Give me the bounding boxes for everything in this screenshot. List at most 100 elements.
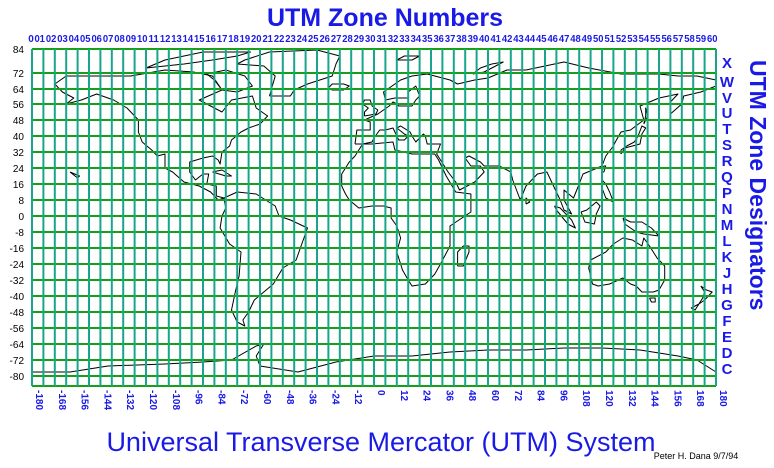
utm-grid: [31, 48, 717, 387]
latitude-label: -8: [15, 228, 24, 239]
zone-designator-label: L: [722, 233, 731, 250]
zone-designator-label: P: [722, 185, 732, 202]
zone-number-label: 58: [684, 34, 695, 45]
borneo-outline: [580, 201, 601, 225]
zone-number-label: 0: [28, 34, 34, 45]
latitude-label: -48: [10, 308, 25, 319]
zone-number-label: 56: [661, 34, 672, 45]
zone-number-label: 04: [69, 34, 80, 45]
latitude-label: -40: [10, 292, 25, 303]
zone-number-label: 23: [285, 34, 296, 45]
africa-outline: [341, 141, 472, 287]
zone-number-label: 28: [342, 34, 353, 45]
zone-designator-label: U: [722, 105, 733, 122]
longitude-label: -168: [56, 390, 67, 410]
longitude-label: -72: [238, 390, 249, 405]
zone-designator-label: M: [721, 217, 734, 234]
longitude-label: -132: [124, 390, 135, 410]
zone-number-label: 48: [570, 34, 581, 45]
longitude-label: -36: [307, 390, 318, 405]
zone-number-label: 06: [91, 34, 102, 45]
zone-number-label: 44: [525, 34, 536, 45]
zone-number-label: 27: [331, 34, 342, 45]
longitude-label: -180: [33, 390, 44, 410]
zone-designator-label: H: [722, 281, 733, 298]
zone-designator-label: K: [722, 249, 733, 266]
antarctica-outline: [32, 343, 717, 373]
longitude-label: 84: [535, 390, 546, 402]
zone-number-label: 52: [616, 34, 627, 45]
latitude-label: 84: [13, 45, 25, 56]
longitude-label: 108: [580, 390, 591, 407]
latitude-label: 48: [13, 116, 25, 127]
zone-number-label: 30: [365, 34, 376, 45]
australia-outline: [588, 237, 666, 293]
credit-text: Peter H. Dana 9/7/94: [654, 451, 739, 461]
zone-number-label: 14: [183, 34, 194, 45]
latitude-label: 64: [13, 85, 25, 96]
zone-designator-label: S: [722, 137, 732, 154]
zone-designator-label: D: [722, 345, 733, 362]
longitude-label: 60: [489, 390, 500, 402]
zone-number-label: 16: [205, 34, 216, 45]
new-zealand-outline: [690, 285, 713, 311]
longitude-label: -108: [170, 390, 181, 410]
zone-designator-label: T: [722, 121, 731, 138]
latitude-label: 40: [13, 132, 25, 143]
zone-number-label: 55: [650, 34, 661, 45]
zone-designator-label: W: [720, 74, 735, 91]
zone-number-label: 01: [34, 34, 45, 45]
zone-designator-label: E: [722, 329, 732, 346]
zone-number-label: 05: [80, 34, 91, 45]
latitude-label: 16: [13, 180, 25, 191]
zone-number-label: 54: [639, 34, 650, 45]
zone-designator-label: G: [721, 297, 733, 314]
latitude-label: 8: [18, 196, 24, 207]
longitude-label: 132: [626, 390, 637, 407]
zone-number-label: 35: [422, 34, 433, 45]
zone-number-label: 21: [262, 34, 273, 45]
latitude-label: -64: [10, 340, 25, 351]
longitude-label: 48: [466, 390, 477, 402]
latitude-label: -16: [10, 244, 25, 255]
zone-number-label: 53: [627, 34, 638, 45]
longitude-label: 12: [398, 390, 409, 402]
zone-number-label: 41: [490, 34, 501, 45]
zone-number-label: 18: [228, 34, 239, 45]
latitude-label: -72: [10, 356, 25, 367]
zone-number-label: 45: [536, 34, 547, 45]
zone-designator-label: C: [722, 361, 733, 378]
zone-number-label: 08: [114, 34, 125, 45]
longitude-label: 24: [421, 390, 432, 402]
side-title: UTM Zone Designators: [745, 60, 771, 310]
madagascar-outline: [457, 245, 470, 267]
zone-number-label: 37: [445, 34, 456, 45]
latitude-label: -24: [10, 260, 25, 271]
longitude-label: -96: [193, 390, 204, 405]
zone-number-label: 34: [411, 34, 422, 45]
map-title: UTM Zone Numbers: [267, 4, 503, 32]
zone-number-label: 12: [160, 34, 171, 45]
zone-designator-label: R: [722, 153, 733, 170]
zone-number-label: 60: [707, 34, 718, 45]
zone-designator-label: N: [722, 201, 733, 218]
latitude-label: -80: [10, 372, 25, 383]
zone-number-label: 07: [103, 34, 114, 45]
longitude-label: 72: [512, 390, 523, 402]
hokkaido-sakhalin-outline: [643, 107, 649, 125]
zone-number-label: 32: [388, 34, 399, 45]
latitude-label: -56: [10, 324, 25, 335]
longitude-label: -120: [147, 390, 158, 410]
longitude-label: 144: [649, 390, 660, 407]
longitude-label: -60: [261, 390, 272, 405]
great-britain-outline: [362, 99, 379, 117]
zone-number-label: 38: [456, 34, 467, 45]
zone-designator-label: F: [722, 313, 731, 330]
longitude-label: 156: [671, 390, 682, 407]
zone-number-label: 31: [376, 34, 387, 45]
zone-number-label: 17: [217, 34, 228, 45]
latitude-label: 56: [13, 100, 25, 111]
longitude-label: -84: [215, 390, 226, 405]
